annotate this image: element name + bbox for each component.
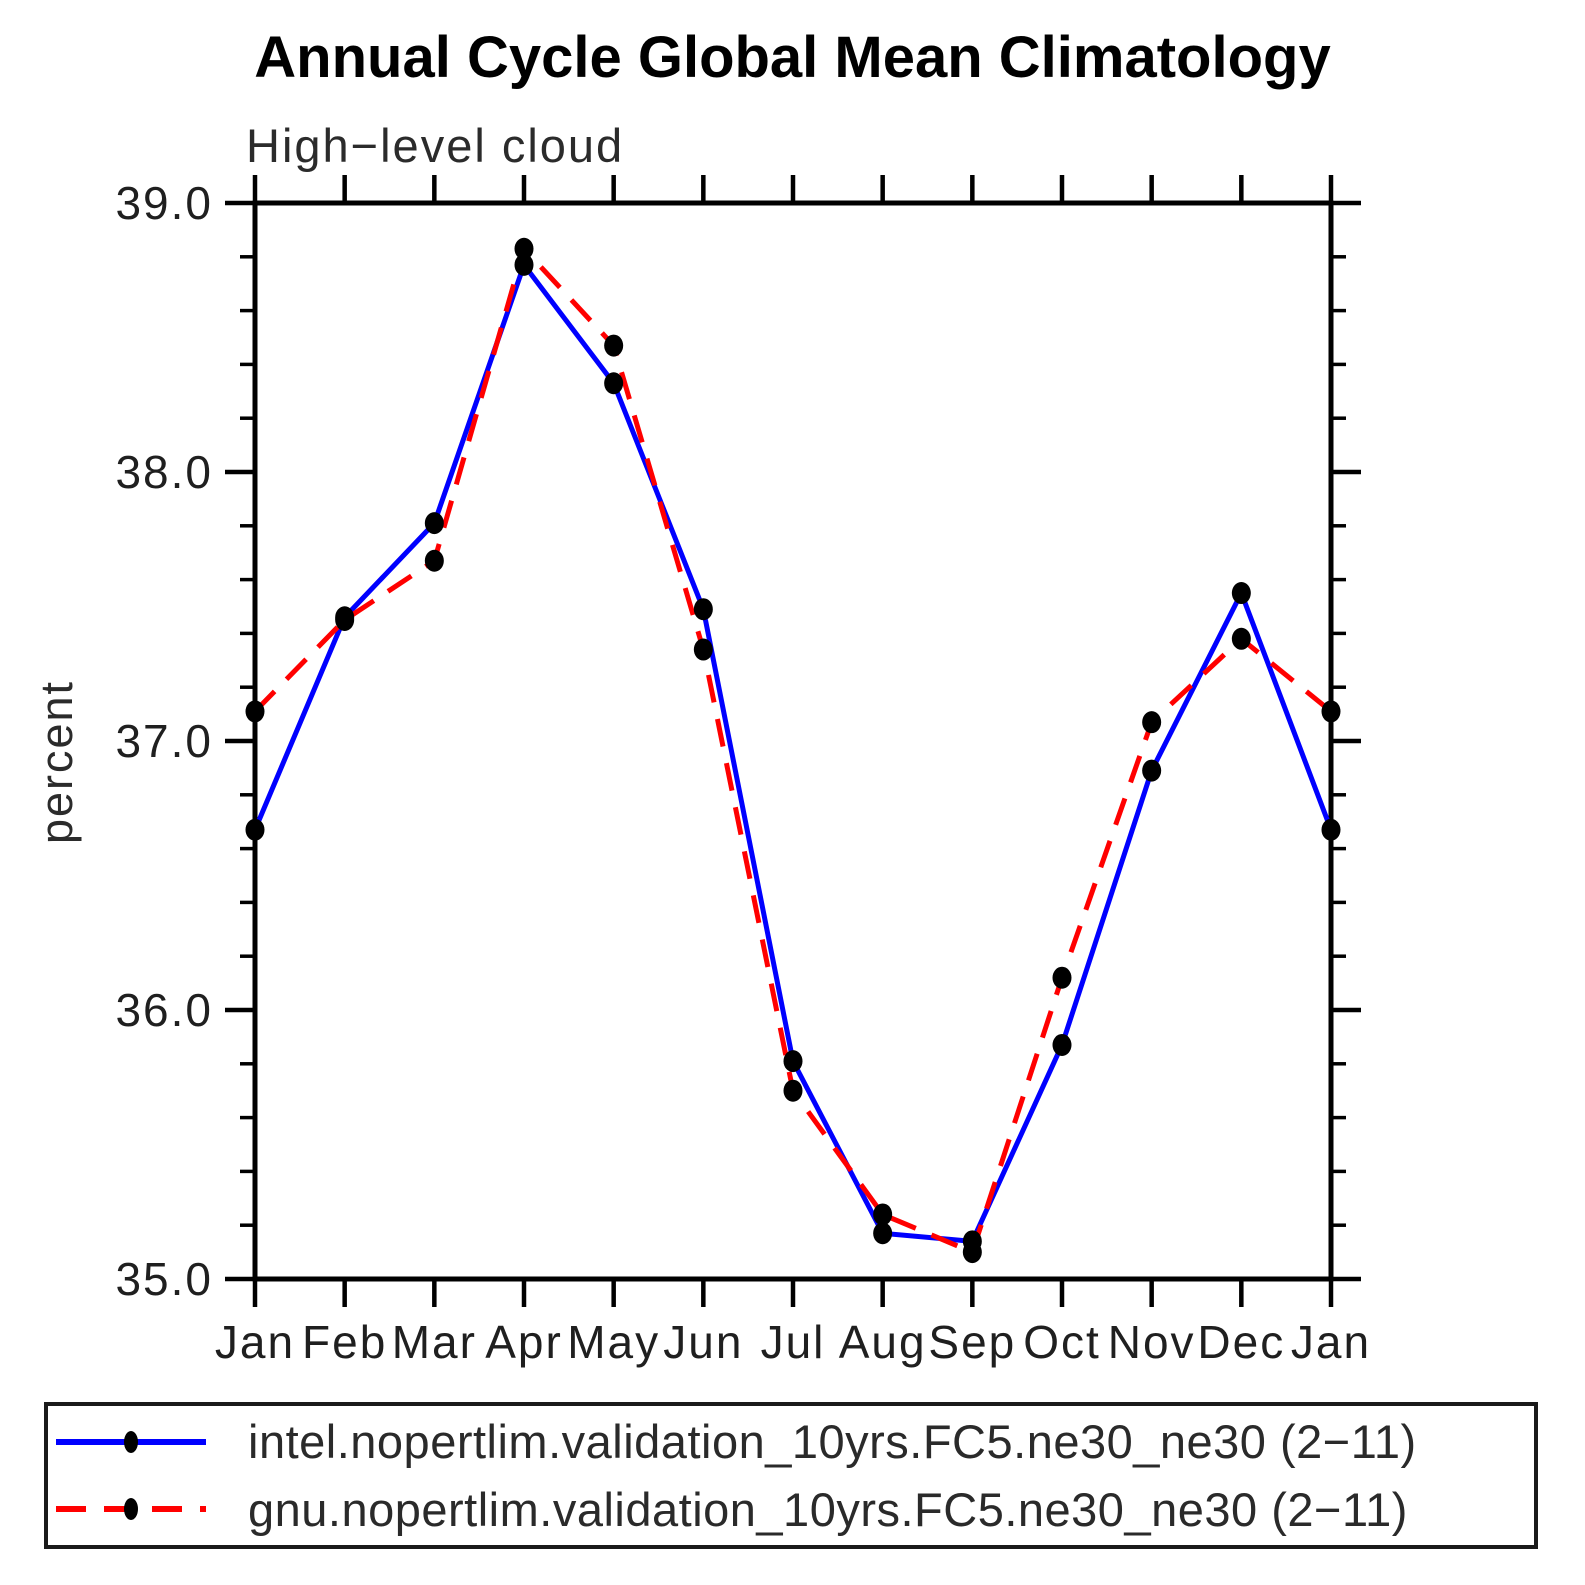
chart-subtitle: High−level cloud [246, 119, 625, 172]
data-point-marker [1231, 582, 1251, 605]
x-tick-label: Jan [215, 1316, 295, 1368]
x-tick-label: Jun [663, 1316, 743, 1368]
y-tick-label: 36.0 [115, 984, 213, 1036]
data-point-marker [693, 598, 713, 621]
data-point-marker [693, 638, 713, 661]
data-point-marker [1142, 711, 1162, 734]
legend-row-gnu: gnu.nopertlim.validation_10yrs.FC5.ne30_… [48, 1477, 1534, 1541]
data-point-marker [873, 1222, 893, 1245]
chart-title: Annual Cycle Global Mean Climatology [254, 25, 1331, 90]
y-tick-label: 39.0 [115, 177, 213, 229]
x-tick-label: Aug [839, 1316, 927, 1368]
data-point-marker [245, 700, 265, 723]
legend-marker-dot [124, 1498, 138, 1521]
data-point-marker [514, 237, 534, 260]
y-tick-label: 37.0 [115, 715, 213, 767]
data-point-marker [783, 1079, 803, 1102]
x-tick-label: Jan [1291, 1316, 1371, 1368]
x-tick-label: Feb [302, 1316, 387, 1368]
data-point-marker [1052, 966, 1072, 989]
x-tick-label: Oct [1023, 1316, 1101, 1368]
plot-frame [252, 200, 1334, 1282]
y-tick-label: 38.0 [115, 446, 213, 498]
x-tick-label: Nov [1108, 1316, 1196, 1368]
data-point-marker [783, 1050, 803, 1073]
legend-label-gnu: gnu.nopertlim.validation_10yrs.FC5.ne30_… [248, 1482, 1408, 1536]
x-tick-label: Mar [392, 1316, 477, 1368]
x-tick-label: Sep [928, 1316, 1016, 1368]
legend: intel.nopertlim.validation_10yrs.FC5.ne3… [44, 1402, 1538, 1549]
legend-marker-dot [124, 1430, 138, 1453]
x-tick-label: Jul [761, 1316, 826, 1368]
legend-label-intel: intel.nopertlim.validation_10yrs.FC5.ne3… [248, 1415, 1417, 1469]
x-tick-label: Apr [485, 1316, 563, 1368]
data-point-marker [873, 1203, 893, 1226]
x-tick-label: Dec [1197, 1316, 1285, 1368]
data-point-marker [1321, 818, 1341, 841]
legend-row-intel: intel.nopertlim.validation_10yrs.FC5.ne3… [48, 1410, 1534, 1474]
data-point-marker [962, 1241, 982, 1264]
data-point-marker [1052, 1033, 1072, 1056]
data-point-marker [424, 549, 444, 572]
legend-sample-solid-line [56, 1430, 206, 1453]
data-point-marker [335, 608, 355, 631]
data-point-marker [1142, 759, 1162, 782]
plot-area: Jan Feb Mar Apr May Jun Jul Aug Sep Oct Nov Dec Jan3… [115, 175, 1371, 1368]
data-point-marker [424, 512, 444, 535]
data-point-marker [514, 253, 534, 276]
legend-sample-dashed-line [56, 1498, 206, 1521]
data-point-marker [1321, 700, 1341, 723]
data-point-marker [604, 334, 624, 357]
data-point-marker [1231, 627, 1251, 650]
data-point-marker [604, 372, 624, 395]
x-tick-label: May [567, 1316, 660, 1368]
data-point-marker [245, 818, 265, 841]
y-tick-label: 35.0 [115, 1253, 213, 1305]
